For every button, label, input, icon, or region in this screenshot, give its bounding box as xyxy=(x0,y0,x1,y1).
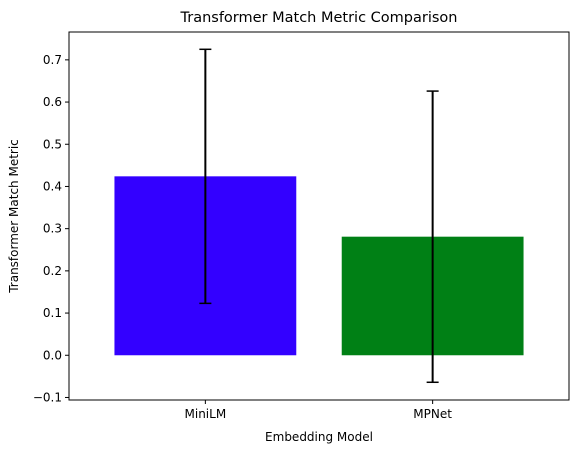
y-tick-label: 0.0 xyxy=(43,348,62,362)
y-tick-label: 0.2 xyxy=(43,264,62,278)
y-tick-label: 0.7 xyxy=(43,53,62,67)
plot-frame xyxy=(68,31,570,401)
x-axis-label: Embedding Model xyxy=(265,430,373,444)
y-tick-label: −0.1 xyxy=(33,390,62,404)
y-tick-label: 0.3 xyxy=(43,222,62,236)
y-tick-label: 0.1 xyxy=(43,306,62,320)
chart-title: Transformer Match Metric Comparison xyxy=(180,10,458,26)
y-tick-label: 0.5 xyxy=(43,137,62,151)
x-tick-label-mpnet: MPNet xyxy=(413,407,452,421)
x-tick-label-minilm: MiniLM xyxy=(185,407,227,421)
y-tick-label: 0.4 xyxy=(43,179,62,193)
y-axis-label: Transformer Match Metric xyxy=(7,139,21,294)
y-tick-label: 0.6 xyxy=(43,95,62,109)
plot-area: −0.1 0.0 0.1 0.2 0.3 0.4 0.5 0.6 0.7 MiniLM MPNet xyxy=(33,31,570,421)
